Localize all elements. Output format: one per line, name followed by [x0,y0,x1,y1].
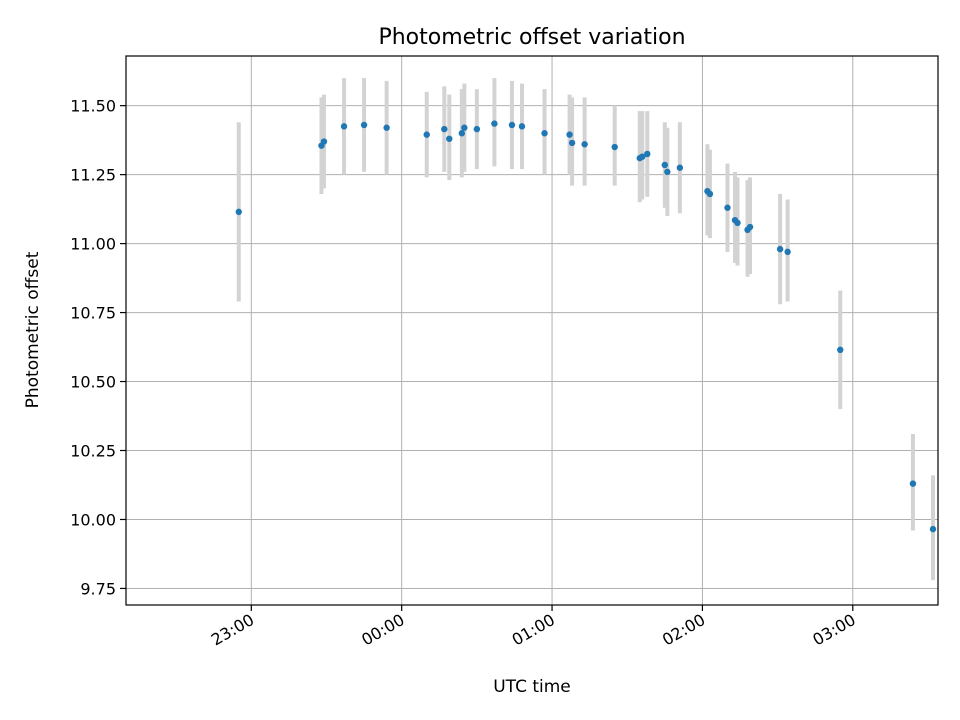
x-tick-label: 01:00 [509,610,558,650]
data-point [423,131,430,138]
data-point [776,245,784,253]
data-point [611,143,618,151]
x-tick-label: 00:00 [358,610,407,650]
x-tick-label: 02:00 [659,610,708,650]
data-point [909,480,917,487]
x-axis-ticks: 23:00 00:00 01:00 02:00 03:00 [208,605,859,650]
y-tick-label: 11.25 [70,166,116,185]
data-point [461,124,468,131]
grid-lines [126,56,938,605]
data-point [734,219,741,227]
chart-title: Photometric offset variation [378,25,685,50]
data-point [676,164,684,171]
data-point [746,223,754,231]
data-point [837,346,844,354]
data-point [661,161,669,169]
data-point [491,120,498,127]
data-point [320,138,328,145]
data-point [664,168,671,176]
data-points [235,120,937,533]
data-point [383,124,390,131]
data-point [568,139,576,147]
data-point [639,153,646,160]
y-tick-label: 9.75 [80,579,116,598]
data-point [446,135,453,142]
data-point [706,190,714,198]
data-point [518,123,526,130]
y-axis-ticks: 9.75 10.00 10.25 10.50 10.75 11.00 11.25 11.50 [70,97,126,598]
y-tick-label: 10.50 [70,373,116,392]
data-point [441,125,448,133]
data-point [340,123,348,130]
y-tick-label: 10.00 [70,510,116,529]
data-point [541,130,548,137]
y-tick-label: 10.25 [70,442,116,461]
data-point [473,125,481,133]
data-point [581,141,588,148]
data-point [458,130,466,137]
plot-frame [125,55,939,606]
data-point [724,204,731,211]
data-point [508,121,516,129]
data-point [784,248,791,256]
y-tick-label: 10.75 [70,304,116,323]
y-tick-label: 11.00 [70,235,116,254]
data-point [929,525,937,533]
y-tick-label: 11.50 [70,97,116,116]
x-tick-label: 03:00 [809,610,858,650]
data-point [360,121,368,129]
data-point [235,208,242,216]
y-axis-label: Photometric offset [23,251,43,408]
data-point [644,150,651,158]
data-point [566,131,573,138]
x-axis-label: UTC time [493,677,571,697]
error-bars [236,78,935,581]
x-tick-label: 23:00 [208,610,257,650]
